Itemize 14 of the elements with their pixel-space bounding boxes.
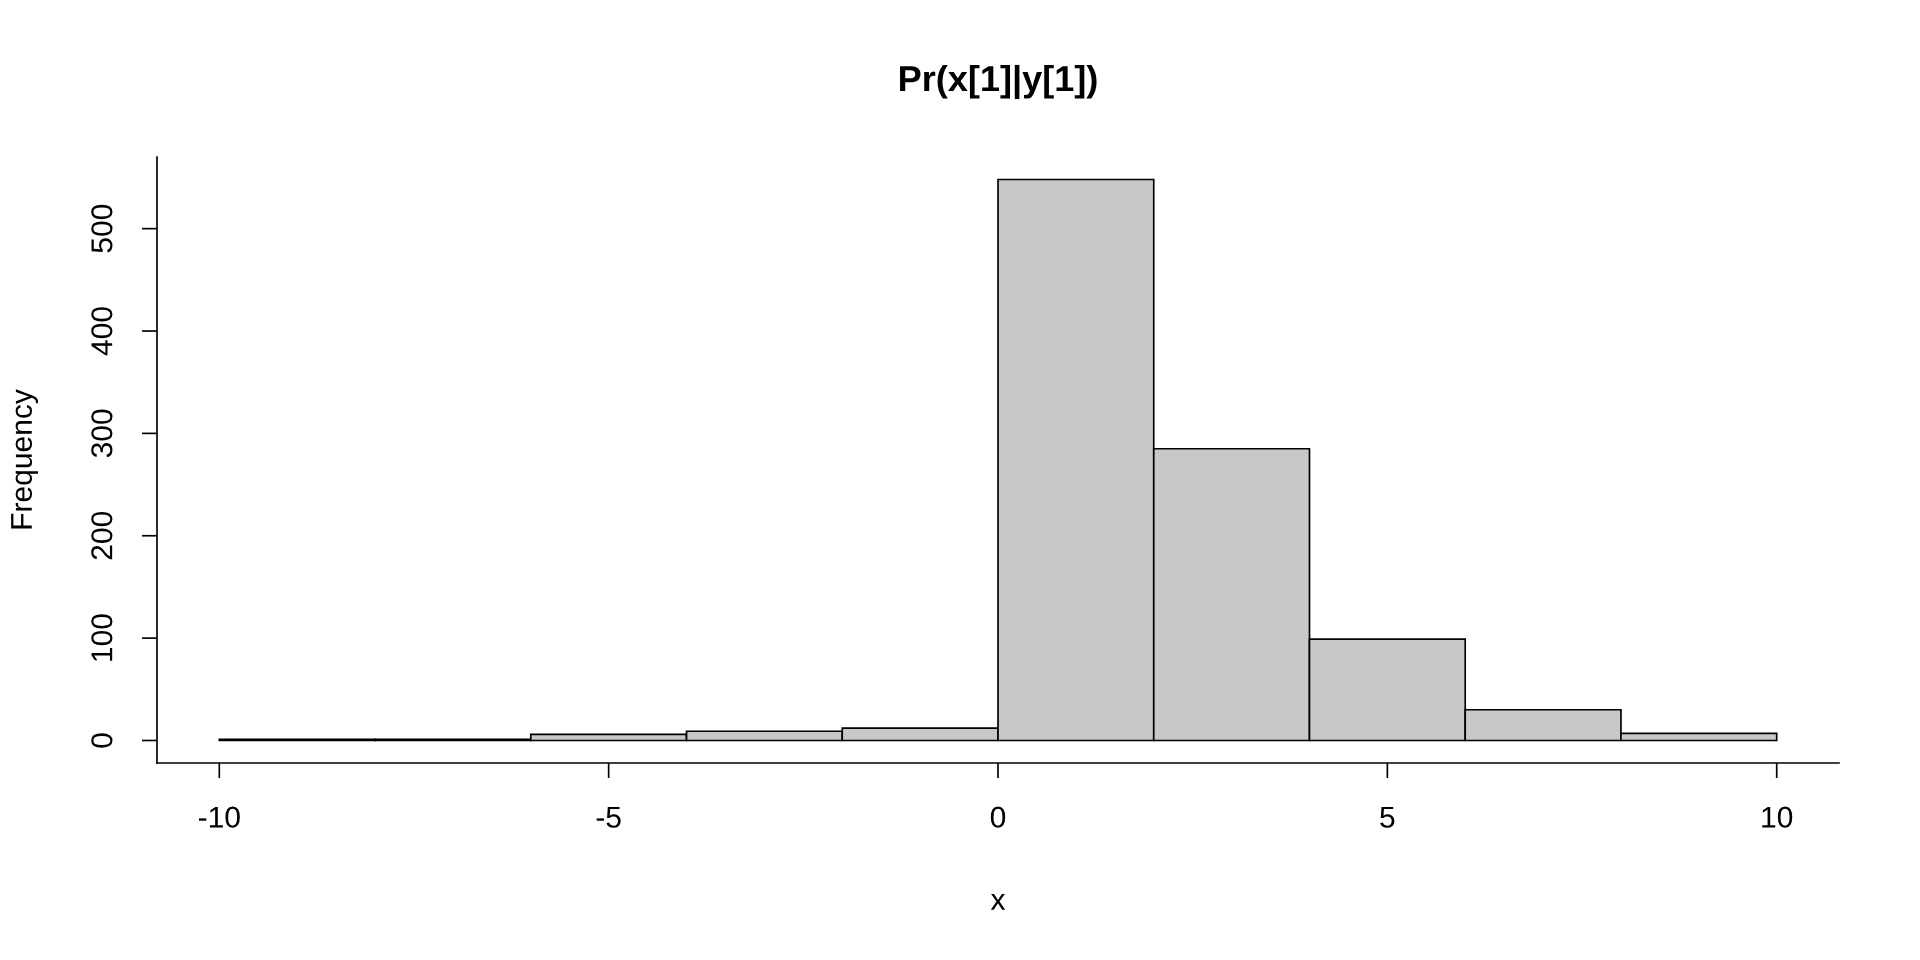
x-tick-label: -5 bbox=[596, 806, 621, 828]
y-tick-label: 100 bbox=[91, 614, 113, 661]
y-tick-label: 200 bbox=[91, 511, 113, 560]
x-tick-label: 5 bbox=[1380, 806, 1395, 828]
x-tick-label: 0 bbox=[990, 806, 1006, 828]
y-tick-label: 500 bbox=[91, 204, 113, 253]
x-tick-label: -10 bbox=[198, 806, 240, 828]
y-tick-label: 300 bbox=[91, 409, 113, 458]
x-axis-title: x bbox=[990, 893, 1006, 910]
y-axis-title: Frequency bbox=[11, 389, 38, 529]
chart-title: Pr(x[1]|y[1]) bbox=[900, 64, 1097, 100]
x-tick-label: 10 bbox=[1762, 806, 1793, 828]
y-tick-label: 400 bbox=[91, 307, 113, 356]
y-tick-label: 0 bbox=[91, 733, 113, 748]
